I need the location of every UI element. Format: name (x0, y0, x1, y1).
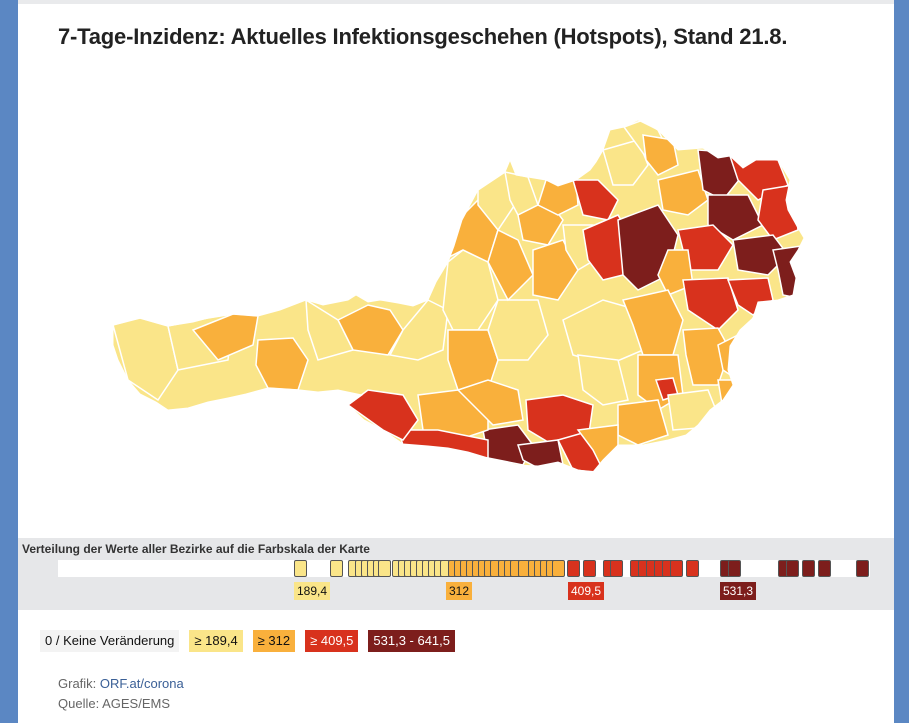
district-region (682, 277, 739, 331)
top-strip (18, 0, 894, 4)
district-region (572, 179, 619, 221)
distribution-marker (567, 560, 580, 577)
legend-item: ≥ 312 (252, 630, 296, 652)
distribution-marker (786, 560, 799, 577)
distribution-marker (728, 560, 741, 577)
distribution-marker (583, 560, 596, 577)
distribution-marker (610, 560, 623, 577)
distribution-track (58, 560, 870, 577)
district-region (532, 239, 579, 301)
district-region (456, 379, 524, 426)
distribution-tick-label: 531,3 (720, 582, 757, 600)
district-region (487, 299, 549, 361)
legend-item: 531,3 - 641,5 (368, 630, 456, 652)
graphic-card: 7-Tage-Inzidenz: Aktuelles Infektionsges… (18, 0, 894, 723)
distribution-tick-label: 312 (446, 582, 473, 600)
distribution-marker (802, 560, 815, 577)
distribution-marker (378, 560, 391, 577)
district-region (191, 313, 259, 361)
map-title: 7-Tage-Inzidenz: Aktuelles Infektionsges… (58, 24, 788, 49)
legend-item: ≥ 189,4 (189, 630, 243, 652)
grafik-label: Grafik: (58, 676, 97, 691)
distribution-marker (818, 560, 831, 577)
austria-district-map (112, 119, 805, 473)
distribution-marker (330, 560, 343, 577)
district-region (657, 169, 709, 216)
footer-source: Quelle: AGES/EMS (58, 696, 170, 711)
district-region (487, 228, 534, 302)
distribution-tick-label: 409,5 (568, 582, 605, 600)
district-region (752, 300, 784, 337)
distribution-panel: Verteilung der Werte aller Bezirke auf d… (18, 538, 894, 610)
district-region (305, 298, 355, 361)
orf-corona-link[interactable]: ORF.at/corona (99, 676, 184, 691)
district-region (577, 354, 629, 406)
legend-item: ≥ 409,5 (305, 630, 359, 652)
distribution-marker (552, 560, 565, 577)
footer-credit: Grafik: ORF.at/corona (58, 676, 184, 691)
legend-item: 0 / Keine Veränderung (40, 630, 180, 652)
austria-outline (112, 119, 805, 473)
district-region (617, 399, 669, 446)
distribution-marker (686, 560, 699, 577)
district-region (707, 194, 765, 241)
district-region (682, 327, 731, 386)
distribution-marker (670, 560, 683, 577)
distribution-title: Verteilung der Werte aller Bezirke auf d… (22, 542, 370, 556)
distribution-marker (294, 560, 307, 577)
district-region (717, 379, 744, 411)
district-region (602, 139, 649, 186)
distribution-tick-label: 189,4 (294, 582, 331, 600)
distribution-marker (856, 560, 869, 577)
